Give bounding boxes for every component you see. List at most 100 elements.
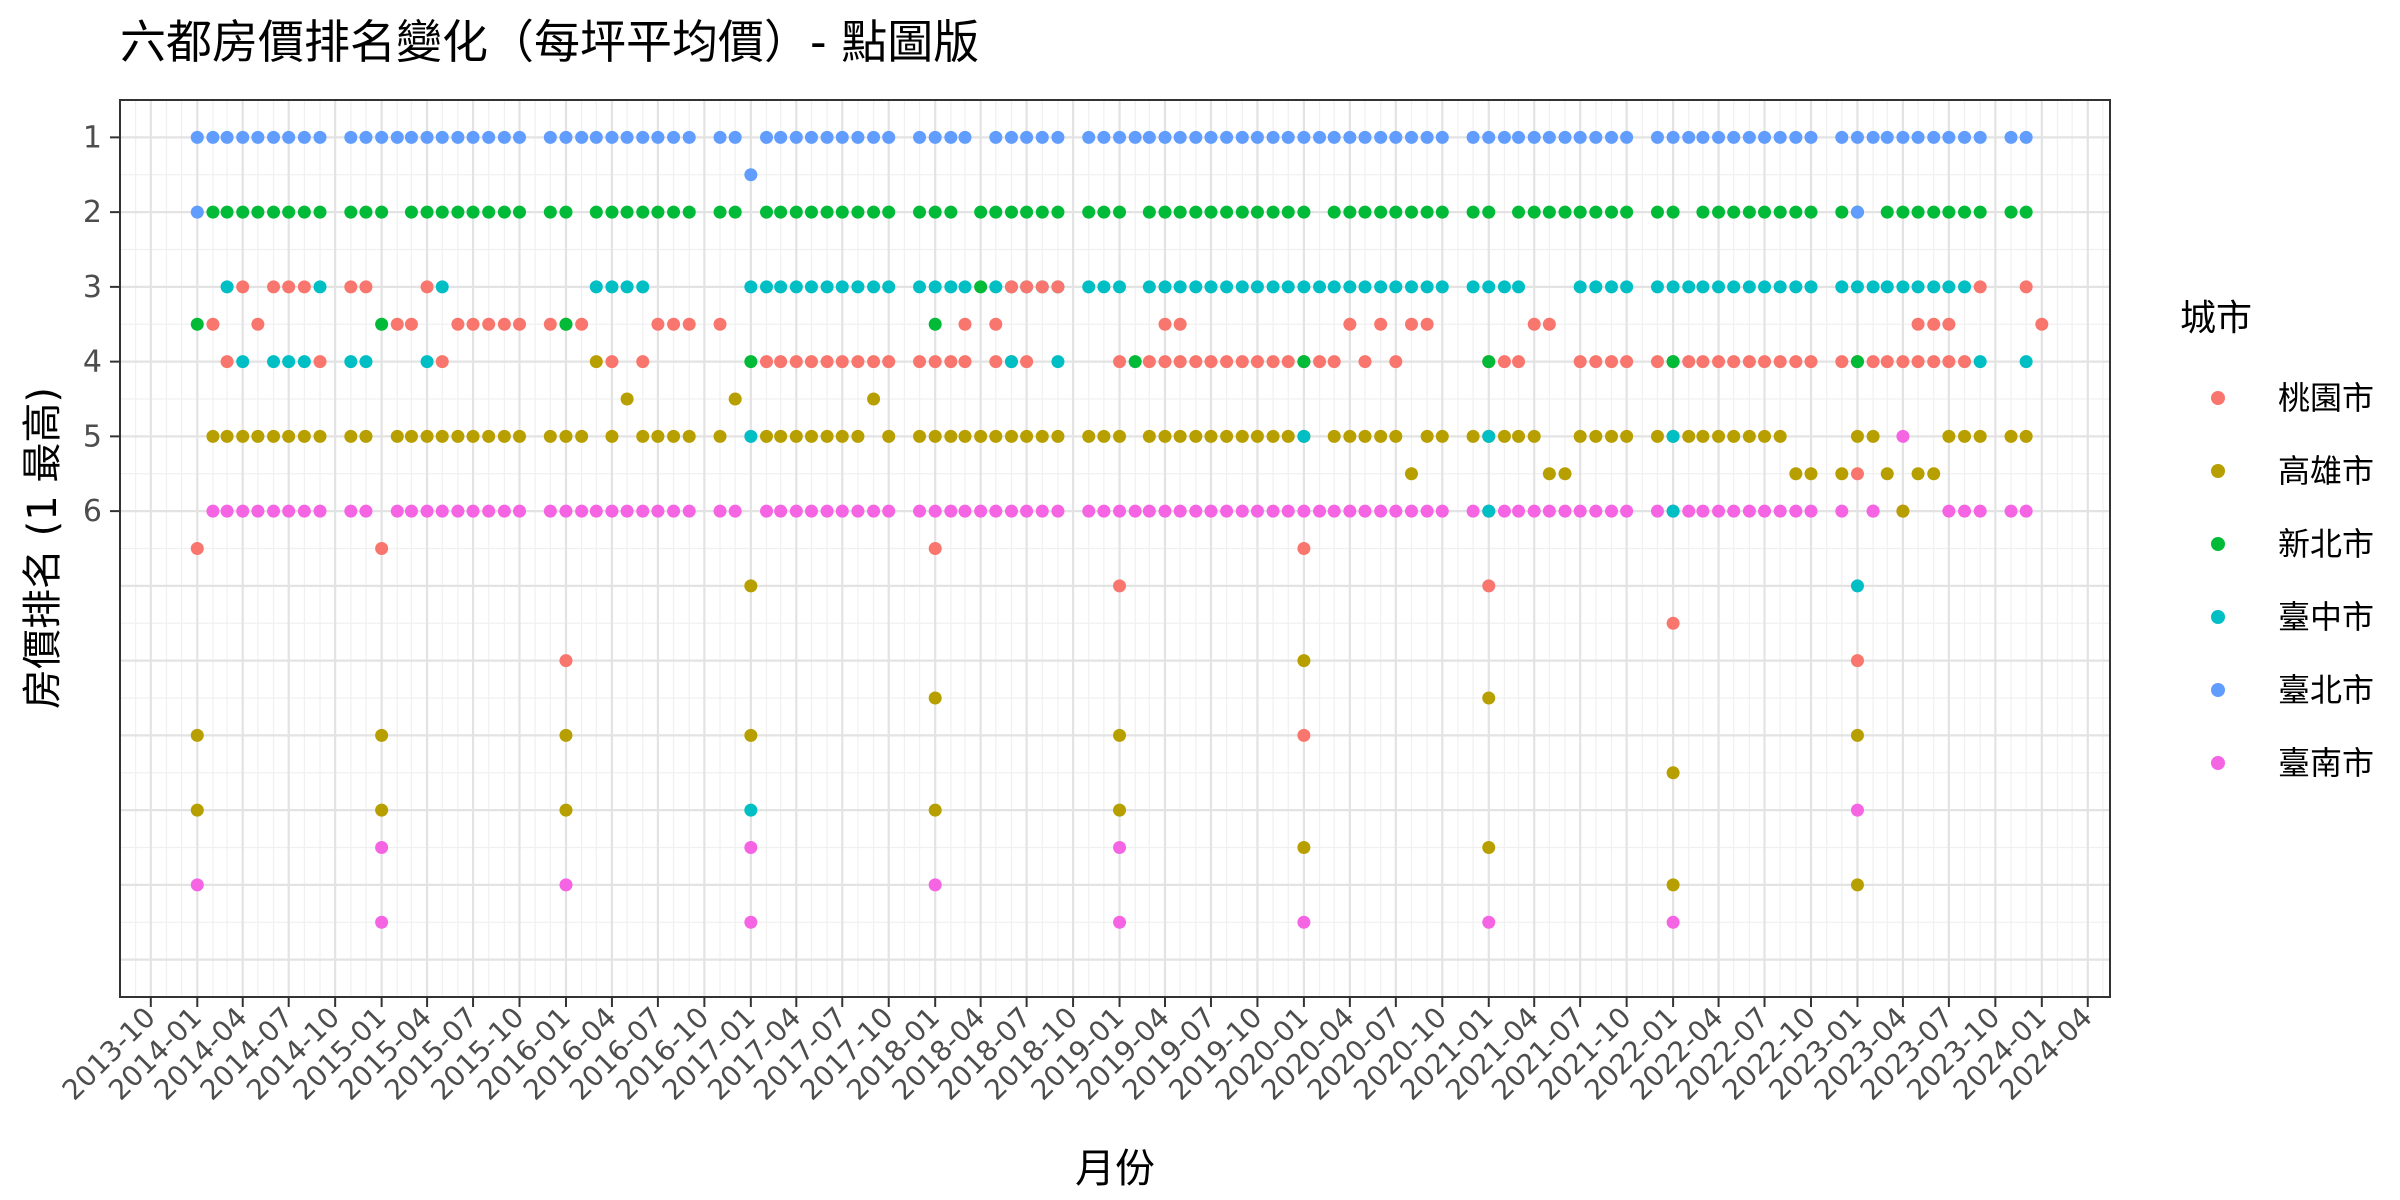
data-point <box>1266 130 1280 144</box>
data-point <box>651 429 665 443</box>
data-point <box>2019 504 2033 518</box>
data-point <box>206 317 220 331</box>
data-point <box>774 205 788 219</box>
data-point <box>1742 429 1756 443</box>
data-point <box>728 130 742 144</box>
data-point <box>451 130 465 144</box>
data-point <box>835 205 849 219</box>
data-point <box>944 205 958 219</box>
data-point <box>220 280 234 294</box>
data-point <box>313 429 327 443</box>
data-point <box>282 429 296 443</box>
data-point <box>1497 130 1511 144</box>
data-point <box>220 504 234 518</box>
data-point <box>1973 130 1987 144</box>
data-point <box>1589 280 1603 294</box>
data-point <box>667 504 681 518</box>
data-point <box>1911 280 1925 294</box>
data-point <box>1727 429 1741 443</box>
data-point <box>928 542 942 555</box>
data-point <box>1142 429 1156 443</box>
data-point <box>1035 280 1049 294</box>
data-point <box>390 130 404 144</box>
data-point <box>1358 355 1372 369</box>
data-point <box>820 130 834 144</box>
data-point <box>1558 467 1572 481</box>
data-point <box>1035 130 1049 144</box>
data-point <box>1358 429 1372 443</box>
data-point <box>989 504 1003 518</box>
data-point <box>1004 130 1018 144</box>
data-point <box>1604 355 1618 369</box>
data-point <box>667 130 681 144</box>
data-point <box>1666 766 1680 780</box>
data-point <box>1835 467 1849 481</box>
data-point <box>1482 355 1496 369</box>
data-point <box>1512 205 1526 219</box>
data-point <box>1604 504 1618 518</box>
data-point <box>1113 205 1127 219</box>
data-point <box>420 130 434 144</box>
data-point <box>1804 355 1818 369</box>
data-point <box>1250 130 1264 144</box>
data-point <box>236 130 250 144</box>
data-point <box>220 130 234 144</box>
data-point <box>728 504 742 518</box>
data-point <box>882 429 896 443</box>
data-point <box>1880 130 1894 144</box>
data-point <box>1220 130 1234 144</box>
legend-title: 城市 <box>2180 298 2252 339</box>
data-point <box>466 317 480 331</box>
data-point <box>774 130 788 144</box>
data-point <box>1880 467 1894 481</box>
data-point <box>928 280 942 294</box>
data-point <box>482 130 496 144</box>
data-point <box>513 130 527 144</box>
data-point <box>744 915 758 929</box>
data-point <box>1497 280 1511 294</box>
data-point <box>1542 317 1556 331</box>
data-point <box>1142 504 1156 518</box>
data-point <box>1297 130 1311 144</box>
legend-label: 臺南市 <box>2278 744 2374 782</box>
data-point <box>1020 355 1034 369</box>
data-point <box>267 205 281 219</box>
data-point <box>1789 205 1803 219</box>
data-point <box>1835 280 1849 294</box>
data-point <box>744 280 758 294</box>
data-point <box>344 429 358 443</box>
data-point <box>1051 130 1065 144</box>
data-point <box>267 429 281 443</box>
data-point <box>867 280 881 294</box>
data-point <box>928 878 942 892</box>
data-point <box>913 355 927 369</box>
data-point <box>1712 504 1726 518</box>
data-point <box>1727 130 1741 144</box>
data-point <box>1297 280 1311 294</box>
data-point <box>1466 130 1480 144</box>
data-point <box>1896 429 1910 443</box>
data-point <box>297 355 311 369</box>
data-point <box>1358 504 1372 518</box>
data-point <box>804 355 818 369</box>
data-point <box>497 504 511 518</box>
data-point <box>1128 504 1142 518</box>
data-point <box>1604 205 1618 219</box>
data-point <box>1158 429 1172 443</box>
data-point <box>605 280 619 294</box>
data-point <box>1297 504 1311 518</box>
data-point <box>1527 504 1541 518</box>
data-point <box>1542 467 1556 481</box>
data-point <box>820 280 834 294</box>
data-point <box>1235 280 1249 294</box>
data-point <box>928 130 942 144</box>
data-point <box>1466 205 1480 219</box>
data-point <box>206 130 220 144</box>
data-point <box>2004 429 2018 443</box>
data-point <box>651 130 665 144</box>
data-point <box>1666 280 1680 294</box>
data-point <box>1189 205 1203 219</box>
data-point <box>1758 355 1772 369</box>
data-point <box>420 280 434 294</box>
data-point <box>2035 317 2049 331</box>
